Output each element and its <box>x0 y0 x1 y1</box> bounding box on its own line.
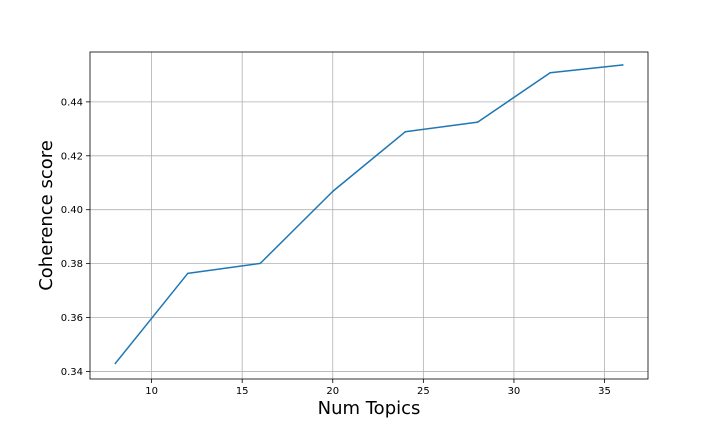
plot-area-frame <box>89 51 649 380</box>
data-point <box>114 362 117 365</box>
y-axis-ticks: 0.34 0.36 0.38 0.40 0.42 0.44 <box>61 97 90 378</box>
data-point <box>404 131 406 133</box>
data-point <box>187 272 189 275</box>
x-tick-label: 30 <box>508 386 521 397</box>
data-point <box>332 190 334 193</box>
x-tick-label: 35 <box>598 386 611 397</box>
y-tick-label: 0.38 <box>61 259 83 270</box>
x-tick-label: 20 <box>326 386 339 397</box>
series-layer <box>114 64 624 365</box>
data-point <box>476 121 479 123</box>
x-axis-ticks: 10 15 20 25 30 35 <box>145 379 611 397</box>
y-axis-label: Coherence score <box>36 140 57 291</box>
data-point <box>259 262 262 265</box>
data-point <box>621 64 624 66</box>
x-tick-label: 25 <box>417 386 430 397</box>
data-point <box>549 72 551 74</box>
y-tick-label: 0.36 <box>61 313 83 324</box>
y-tick-label: 0.34 <box>61 367 83 378</box>
x-axis-label: Num Topics <box>318 398 421 419</box>
grid-lines <box>90 52 648 379</box>
x-tick-label: 15 <box>236 386 249 397</box>
coherence-series-line <box>114 64 624 365</box>
x-tick-label: 10 <box>145 386 158 397</box>
y-tick-label: 0.44 <box>61 97 83 108</box>
y-tick-label: 0.40 <box>61 205 83 216</box>
y-tick-label: 0.42 <box>61 151 83 162</box>
